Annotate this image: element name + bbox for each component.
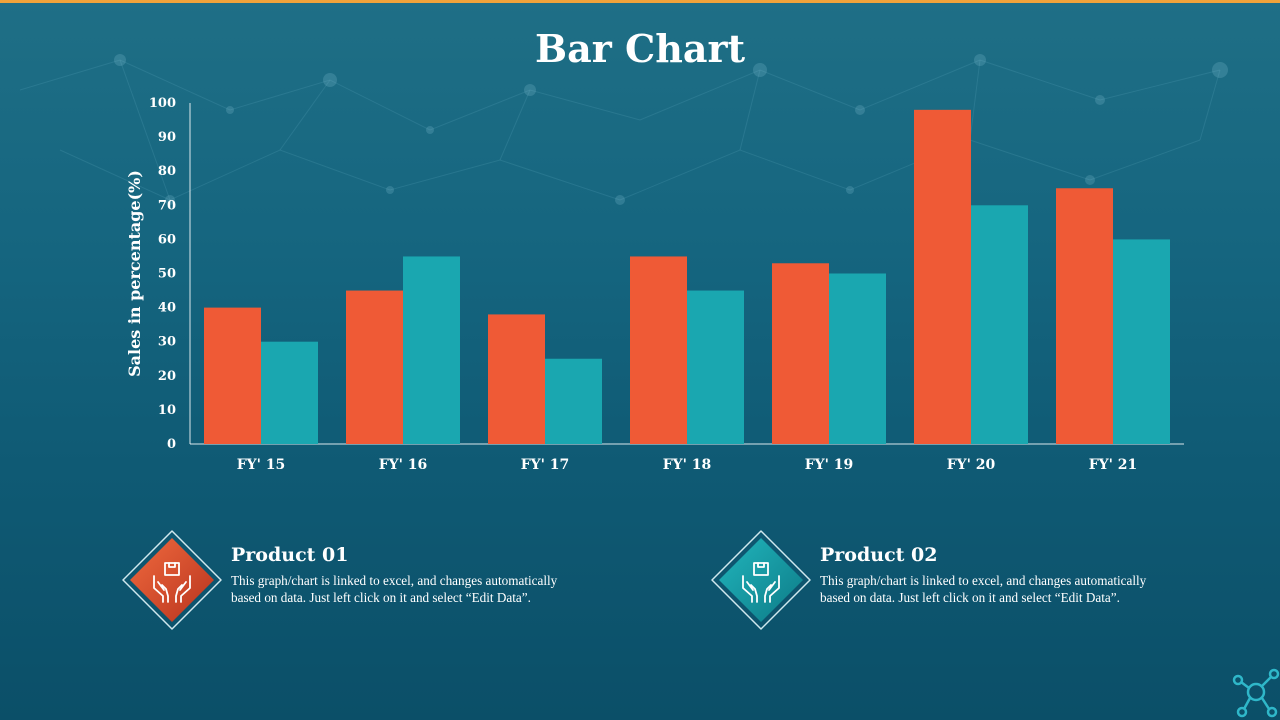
product-01-description: This graph/chart is linked to excel, and… [231,573,558,605]
hands-box-icon [153,562,191,603]
y-tick-label: 90 [158,130,176,145]
x-category-label: FY' 19 [805,457,854,473]
product-02-description: This graph/chart is linked to excel, and… [820,573,1147,605]
y-tick-label: 60 [158,232,176,247]
y-axis-label: Sales in percentage(%) [125,170,144,377]
x-category-label: FY' 21 [1089,457,1138,473]
molecule-icon [1232,668,1280,718]
hands-box-icon [742,562,780,603]
bar-series-2-6 [971,205,1028,444]
y-tick-label: 0 [167,437,176,452]
bar-series-1-6 [914,109,971,444]
y-tick-label: 50 [158,267,176,282]
bar-series-2-3 [545,358,602,444]
bar-series-2-2 [403,256,460,444]
y-tick-label: 70 [158,198,176,213]
product-card-2: Product 02 This graph/chart is linked to… [711,530,1171,630]
bar-series-2-1 [261,341,318,444]
product-02-badge [711,530,811,630]
bar-series-1-7 [1056,188,1113,444]
bar-series-1-4 [630,256,687,444]
x-category-label: FY' 18 [663,457,712,473]
bar-series-1-1 [204,307,261,444]
y-tick-label: 30 [158,335,176,350]
y-tick-label: 10 [158,403,176,418]
bar-series-1-3 [488,314,545,444]
x-category-label: FY' 17 [521,457,570,473]
product-02-heading: Product 02 [820,544,938,566]
y-tick-label: 20 [158,369,176,384]
bar-series-2-5 [829,273,886,444]
y-tick-label: 40 [158,301,176,316]
y-tick-label: 80 [158,164,176,179]
x-category-label: FY' 16 [379,457,428,473]
page-title: Bar Chart [534,26,746,71]
product-01-heading: Product 01 [231,544,349,566]
x-category-label: FY' 20 [947,457,996,473]
product-01-badge [122,530,222,630]
bar-series-1-2 [346,290,403,444]
bar-series-2-4 [687,290,744,444]
bar-series-1-5 [772,263,829,444]
bar-series-2-7 [1113,239,1170,444]
x-category-label: FY' 15 [237,457,286,473]
y-tick-label: 100 [149,96,176,111]
product-card-1: Product 01 This graph/chart is linked to… [122,530,582,630]
top-accent-line [0,0,1280,3]
